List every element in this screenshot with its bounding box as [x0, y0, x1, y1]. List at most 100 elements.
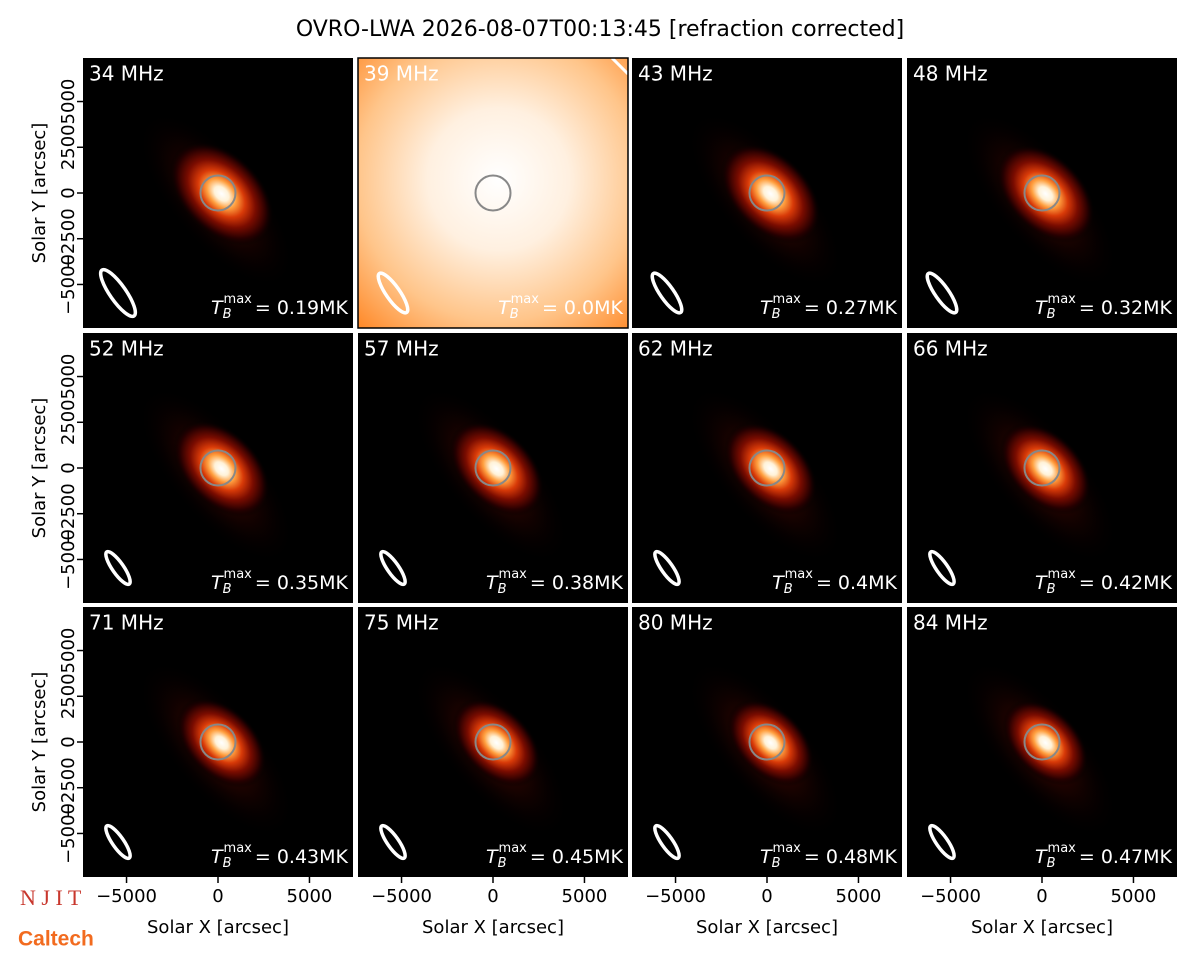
tb-symbol: T [498, 297, 511, 319]
tb-sup: max [773, 841, 802, 856]
tb-value: = 0.43MK [255, 846, 349, 868]
tb-symbol: T [486, 846, 499, 868]
tb-max-label: TBmax = 0.35MK [211, 567, 349, 597]
x-tick-label: 0 [1036, 886, 1047, 907]
panel: 75 MHz TBmax = 0.45MK [358, 607, 628, 877]
y-tick-label: −5000 [58, 529, 79, 590]
image [907, 58, 1177, 328]
y-tick-label: −2500 [58, 208, 79, 269]
source [996, 144, 1095, 243]
x-tick-label: −5000 [920, 886, 981, 907]
beam [653, 549, 681, 587]
x-axis-label: Solar X [arcsec] [147, 917, 289, 938]
image [358, 607, 628, 877]
source [173, 420, 270, 518]
solar-disk [199, 723, 237, 761]
tb-symbol: T [211, 572, 224, 594]
y-tick-label: 5000 [58, 628, 79, 674]
image [632, 333, 902, 603]
panel: 57 MHz TBmax = 0.38MK [358, 333, 628, 603]
tb-sub: B [1047, 582, 1056, 597]
tb-max-label: TBmax = 0.47MK [1035, 841, 1173, 871]
tb-symbol: T [211, 846, 224, 868]
freq-label: 71 MHz [89, 611, 164, 635]
panel: 66 MHz TBmax = 0.42MK [907, 333, 1177, 603]
image [358, 58, 628, 328]
tb-sup: max [1048, 841, 1077, 856]
y-axis-label: Solar Y [arcsec] [29, 398, 50, 539]
freq-label: 84 MHz [913, 611, 988, 635]
logo-njit: N J I T [20, 885, 82, 910]
beam [98, 267, 138, 319]
tb-sub: B [223, 307, 232, 322]
source [449, 421, 544, 517]
freq-label: 57 MHz [364, 337, 439, 361]
x-tick-label: 5000 [562, 886, 608, 907]
source [999, 422, 1092, 515]
freq-label: 66 MHz [913, 337, 988, 361]
image [907, 607, 1177, 877]
tb-sub: B [223, 582, 232, 597]
tb-symbol: T [1035, 572, 1048, 594]
y-axis-label: Solar Y [arcsec] [29, 672, 50, 813]
beam [650, 271, 684, 315]
solar-disk [1023, 449, 1061, 487]
tb-value: = 0.38MK [530, 572, 624, 594]
freq-label: 62 MHz [638, 337, 713, 361]
x-axis-label: Solar X [arcsec] [971, 917, 1113, 938]
freq-label: 80 MHz [638, 611, 713, 635]
image [83, 607, 353, 877]
x-axis-label: Solar X [arcsec] [422, 917, 564, 938]
tb-sub: B [223, 856, 232, 871]
tb-sub: B [498, 582, 507, 597]
tb-symbol: T [1035, 846, 1048, 868]
solar-disk [474, 174, 512, 212]
solar-disk [199, 449, 237, 487]
freq-label: 43 MHz [638, 62, 713, 86]
tb-max-label: TBmax = 0.32MK [1035, 292, 1173, 322]
tb-symbol: T [1035, 297, 1048, 319]
image [83, 58, 353, 328]
solar-disk [1023, 723, 1061, 761]
tb-sup: max [773, 292, 802, 307]
x-tick-label: 5000 [287, 886, 333, 907]
image [632, 607, 902, 877]
source [1002, 699, 1089, 786]
tb-value: = 0.35MK [255, 572, 349, 594]
tb-symbol: T [772, 572, 785, 594]
source [720, 143, 821, 244]
y-tick-label: −2500 [58, 757, 79, 818]
x-tick-label: 0 [761, 886, 772, 907]
source [452, 698, 541, 787]
tb-sup: max [499, 841, 528, 856]
x-axis-label: Solar X [arcsec] [696, 917, 838, 938]
tb-sub: B [784, 582, 793, 597]
tb-value: = 0.42MK [1079, 572, 1173, 594]
beam [379, 549, 407, 587]
artifact [610, 58, 628, 76]
tb-value: = 0.27MK [804, 297, 898, 319]
image [358, 333, 628, 603]
source [169, 141, 274, 246]
image-flood [358, 58, 628, 328]
image [83, 333, 353, 603]
beam [928, 823, 956, 861]
panel: 48 MHz TBmax = 0.32MK [907, 58, 1177, 328]
panel: 43 MHz TBmax = 0.27MK [632, 58, 902, 328]
source [727, 699, 815, 787]
frame [357, 57, 629, 329]
tb-max-label: TBmax = 0.19MK [211, 292, 349, 322]
freq-label: 48 MHz [913, 62, 988, 86]
tb-max-label: TBmax = 0.45MK [486, 841, 624, 871]
tb-value: = 0.4MK [816, 572, 898, 594]
tb-symbol: T [760, 846, 773, 868]
tb-max-label: TBmax = 0.27MK [760, 292, 898, 322]
x-tick-label: 5000 [836, 886, 882, 907]
tb-sub: B [772, 307, 781, 322]
beam [379, 823, 407, 861]
tb-max-label: TBmax = 0.38MK [486, 567, 624, 597]
solar-disk [474, 723, 512, 761]
y-tick-label: 2500 [58, 124, 79, 170]
y-tick-label: −2500 [58, 483, 79, 544]
